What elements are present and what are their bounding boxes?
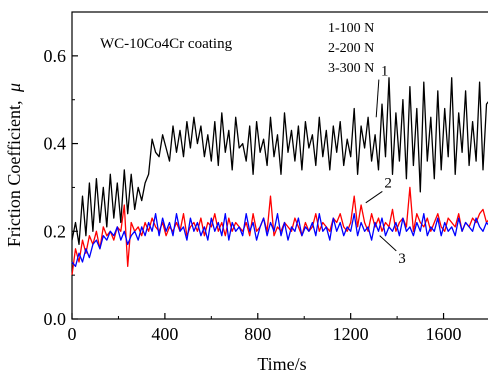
tick-layer: 0 400 800 1200 1600 0.0 0.2 0.4 0.6 (44, 46, 462, 344)
series-label-leader (375, 79, 380, 118)
x-tick-label: 800 (244, 324, 271, 344)
x-axis-title: Time/s (257, 354, 306, 374)
x-tick-label: 400 (151, 324, 178, 344)
legend: 1-100 N 2-200 N 3-300 N (328, 21, 374, 76)
legend-entry-2: 2-200 N (328, 41, 374, 56)
y-axis-title-main: Friction Coefficient, (4, 100, 24, 247)
series-label-leader (379, 235, 397, 252)
coating-annotation: WC-10Co4Cr coating (100, 36, 233, 52)
y-tick-label: 0.0 (44, 309, 67, 329)
y-tick-label: 0.6 (44, 46, 67, 66)
x-tick-label: 1200 (333, 324, 369, 344)
x-tick-label: 1600 (426, 324, 462, 344)
series-number-label: 2 (384, 175, 392, 191)
x-tick-label: 0 (68, 324, 77, 344)
series-line-3 (71, 213, 488, 268)
series-label-layer: 1 2 3 (365, 64, 406, 267)
series-number-label: 1 (381, 64, 389, 80)
y-tick-label: 0.4 (44, 134, 67, 154)
legend-entry-3: 3-300 N (328, 61, 374, 76)
plot-frame (71, 11, 488, 320)
series-line-1 (71, 77, 488, 246)
y-tick-label: 0.2 (44, 221, 67, 241)
y-axis-title-symbol: μ (4, 83, 24, 93)
series-number-label: 3 (398, 251, 406, 267)
series-line-2 (71, 186, 488, 276)
legend-entry-1: 1-100 N (328, 21, 374, 36)
y-axis-title: Friction Coefficient, μ (4, 83, 24, 247)
series-layer (71, 77, 488, 276)
series-label-leader (365, 191, 383, 204)
